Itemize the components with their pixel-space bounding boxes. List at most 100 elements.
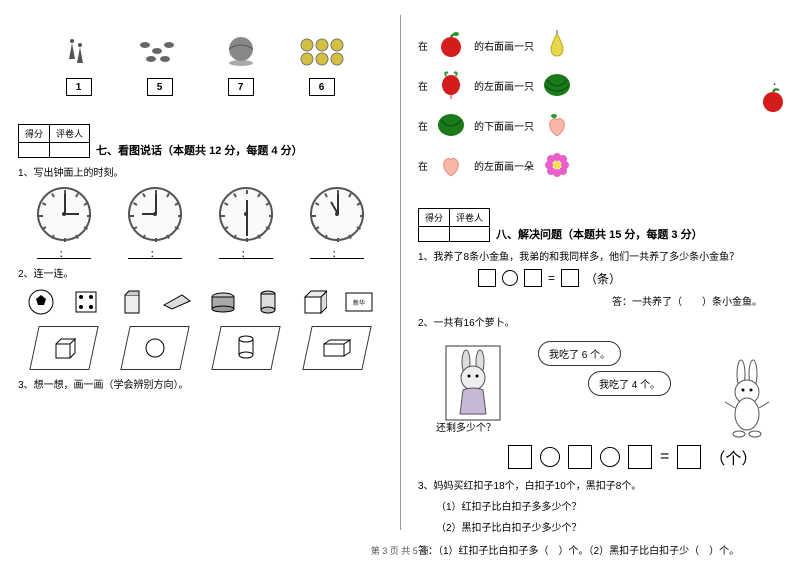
bunny-right-icon (717, 358, 777, 438)
rocket-cluster (54, 33, 104, 72)
apple-side-icon (758, 85, 788, 115)
count-box: 1 (66, 78, 92, 96)
q8-3-1: （1）红扣子比白扣子多多少个？ (436, 498, 782, 513)
q8-3: 3、妈妈买红扣子18个，白扣子10个，黑扣子8个。 (418, 477, 782, 492)
section7-title: 七、看图说话（本题共 12 分，每题 4 分） (96, 142, 303, 158)
dice-icon (69, 288, 103, 316)
eq-box (568, 445, 592, 469)
eq-box (628, 445, 652, 469)
blank: ： (310, 247, 364, 259)
clocks-row (18, 187, 382, 241)
cube-icon (297, 288, 331, 316)
blank: ： (37, 247, 91, 259)
q8-2: 2、一共有16个萝卜。 (418, 314, 782, 329)
slot-cuboid (302, 326, 371, 370)
q8-1-eq: = （条） (478, 269, 782, 287)
section8-title: 八、解决问题（本题共 15 分，每题 3 分） (496, 226, 703, 242)
book-icon: 新华 (342, 288, 376, 316)
score-table: 得分评卷人 (18, 124, 90, 158)
count-box: 7 (228, 78, 254, 96)
grader-blank (50, 143, 90, 158)
drum-icon (206, 288, 240, 316)
mid: 的左面画一只 (474, 78, 534, 93)
clock-blanks: ： ： ： ： (18, 247, 382, 259)
soccer-icon (24, 288, 58, 316)
pre: 在 (418, 38, 428, 53)
blank: ： (128, 247, 182, 259)
unit: （条） (585, 270, 621, 287)
count-box: 6 (309, 78, 335, 96)
count-icons-row (18, 30, 382, 72)
bubble-1: 我吃了 6 个。 (538, 341, 621, 366)
eq-box (508, 445, 532, 469)
count-boxes-row: 1 5 7 6 (18, 72, 382, 96)
clock-2 (128, 187, 182, 241)
watermelon-icon (542, 70, 572, 100)
slot-cube (29, 326, 98, 370)
pre: 在 (418, 78, 428, 93)
mid: 的下面画一只 (474, 118, 534, 133)
pre: 在 (418, 158, 428, 173)
eq-box (524, 269, 542, 287)
mid: 的右面画一只 (474, 38, 534, 53)
clock-4 (310, 187, 364, 241)
equals: = (548, 271, 555, 285)
eq-op (600, 447, 620, 467)
pear-icon (542, 30, 572, 60)
flower-icon (542, 150, 572, 180)
ball-icon (216, 33, 266, 72)
score-blank (419, 227, 450, 242)
watermelon-icon (436, 110, 466, 140)
eq-op (502, 270, 518, 286)
q8-3-2: （2）黑扣子比白扣子少多少个？ (436, 519, 782, 534)
can-icon (251, 288, 285, 316)
radish-icon (436, 70, 466, 100)
q7-3: 3、想一想，画一画（学会辨别方向）。 (18, 376, 382, 391)
bunny-scene: 我吃了 6 个。 我吃了 4 个。 还剩多少个？ (418, 333, 782, 443)
shape-slots (18, 326, 382, 370)
score-cell: 得分 (19, 125, 50, 143)
eq-box (677, 445, 701, 469)
slot-sphere (120, 326, 189, 370)
q7-1: 1、写出钟面上的时刻。 (18, 164, 382, 179)
pre: 在 (418, 118, 428, 133)
bubble-2: 我吃了 4 个。 (588, 371, 671, 396)
score-blank (19, 143, 50, 158)
draw-row-4: 在 的左面画一朵 (418, 150, 782, 180)
objects-row: 新华 (18, 288, 382, 316)
bunny-left-icon (438, 338, 508, 428)
score-cell: 得分 (419, 209, 450, 227)
left-column: 1 5 7 6 得分评卷人 七、看图说话（本题共 12 分，每题 4 分） 1、… (0, 0, 400, 565)
apple-icon (436, 30, 466, 60)
section8-header: 得分评卷人 八、解决问题（本题共 15 分，每题 3 分） (418, 194, 782, 242)
draw-row-1: 在 的右面画一只 (418, 30, 782, 60)
peach-icon (436, 150, 466, 180)
blank: ： (219, 247, 273, 259)
q8-1: 1、我养了8条小金鱼，我弟的和我同样多，他们一共养了多少条小金鱼？ (418, 248, 782, 263)
eq-box (561, 269, 579, 287)
eraser-icon (160, 288, 194, 316)
peach-icon (542, 110, 572, 140)
equals: = (660, 448, 669, 466)
q7-2: 2、连一连。 (18, 265, 382, 280)
unit: （个） (709, 445, 757, 469)
section7-header: 得分评卷人 七、看图说话（本题共 12 分，每题 4 分） (18, 110, 382, 158)
score-table: 得分评卷人 (418, 208, 490, 242)
count-box: 5 (147, 78, 173, 96)
clock-1 (37, 187, 91, 241)
mid: 的左面画一朵 (474, 158, 534, 173)
q8-2-eq: = （个） (508, 445, 782, 469)
smiley-cluster (297, 33, 347, 72)
q8-1-ans: 答：一共养了（ ）条小金鱼。 (418, 293, 782, 308)
grader-cell: 评卷人 (450, 209, 490, 227)
clock-3 (219, 187, 273, 241)
bee-cluster (135, 33, 185, 72)
draw-row-3: 在 的下面画一只 (418, 110, 782, 140)
grader-cell: 评卷人 (50, 125, 90, 143)
grader-blank (450, 227, 490, 242)
eq-box (478, 269, 496, 287)
draw-row-2: 在 的左面画一只 ： (418, 70, 782, 100)
svg-text:新华: 新华 (353, 299, 365, 307)
right-column: 在 的右面画一只 在 的左面画一只 ： 在 的下面画一只 在 的左面画一朵 得分… (400, 0, 800, 565)
q8-2-rest: 还剩多少个？ (436, 419, 496, 434)
